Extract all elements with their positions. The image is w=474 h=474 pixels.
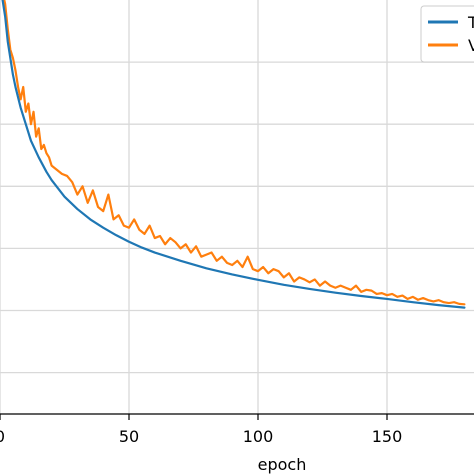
x-tick-labels: 0 50 100 150	[0, 427, 402, 446]
x-ticks	[0, 414, 388, 420]
x-tick-label: 100	[243, 427, 274, 446]
x-tick-label: 50	[119, 427, 139, 446]
legend: T V	[420, 5, 474, 63]
series-line-t	[1, 0, 466, 309]
series-line-v	[3, 0, 466, 306]
legend-label-t: T	[467, 13, 474, 32]
x-axis-label: epoch	[258, 455, 307, 474]
gridlines	[0, 0, 474, 414]
legend-box	[420, 5, 474, 63]
legend-label-v: V	[468, 36, 474, 55]
x-tick-label: 150	[372, 427, 403, 446]
series-lines	[1, 0, 466, 309]
plot-area	[0, 0, 474, 414]
x-tick-label: 0	[0, 427, 5, 446]
